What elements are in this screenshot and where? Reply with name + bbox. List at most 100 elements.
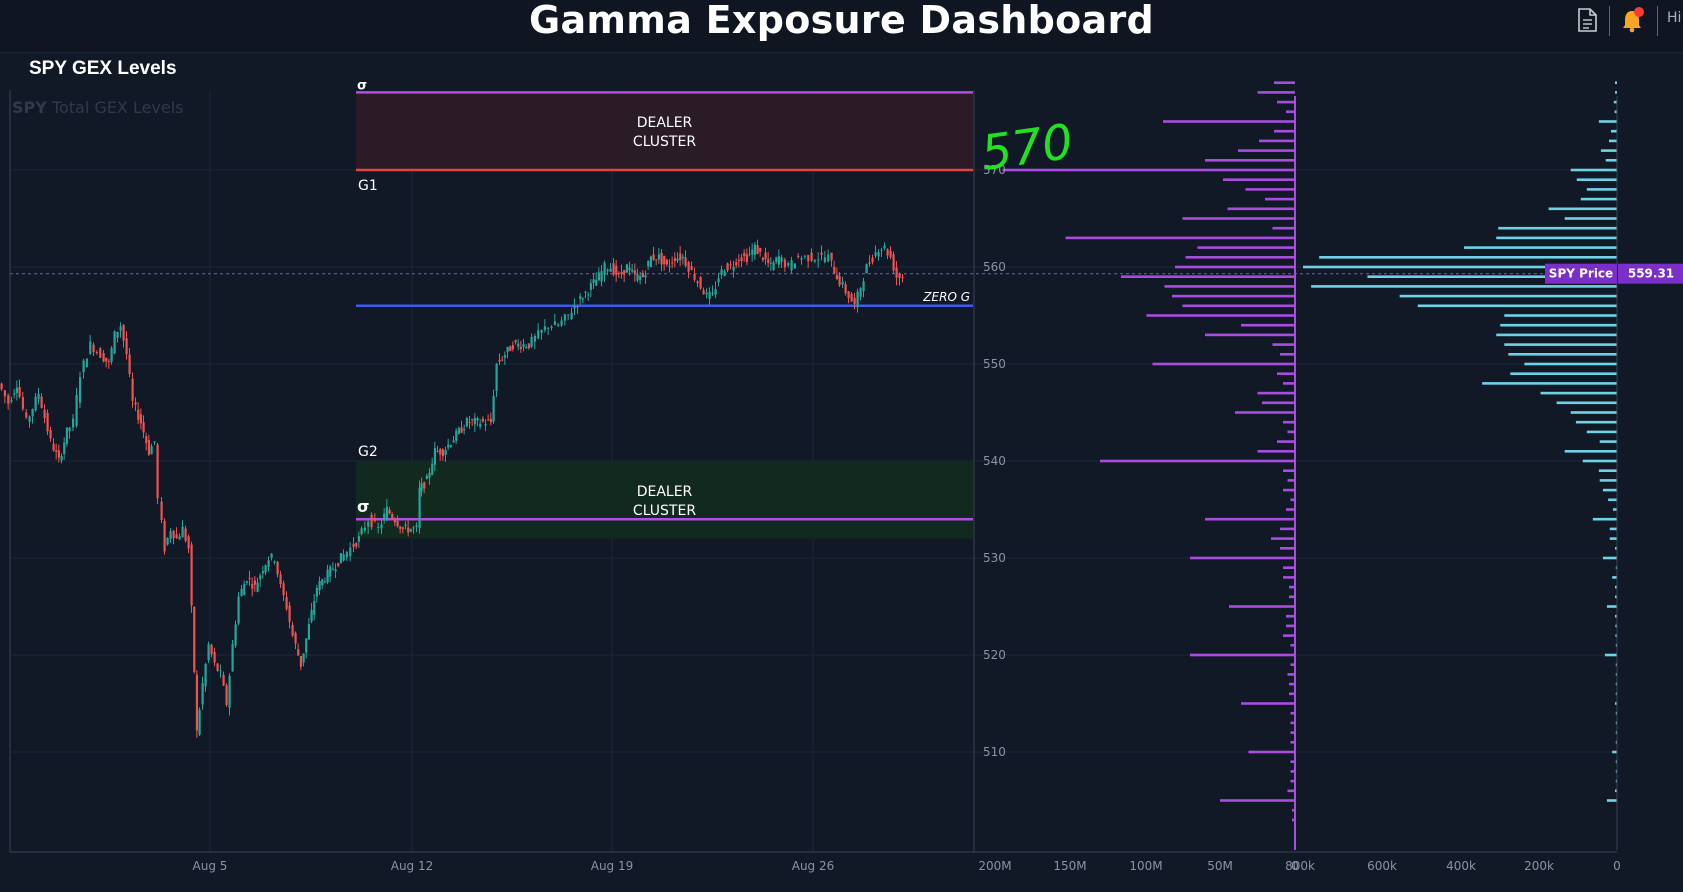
candle (329, 566, 332, 577)
zero-g-label: ZERO G (922, 290, 970, 304)
zone-label: DEALER (637, 115, 693, 131)
gex-bar (1283, 488, 1295, 492)
gex-bar (1290, 770, 1295, 773)
candle (46, 412, 49, 432)
candle (489, 418, 493, 423)
candle (184, 528, 187, 541)
candle (436, 450, 439, 452)
gex-bar (1615, 673, 1617, 676)
candle (468, 422, 471, 424)
candle (886, 249, 889, 256)
candle (95, 352, 99, 354)
candle (665, 259, 669, 265)
candle (425, 475, 429, 480)
candle (28, 416, 31, 422)
candle (125, 338, 128, 355)
candle (684, 257, 687, 266)
gex-right-tick: 400k (1446, 859, 1476, 873)
candle (636, 274, 639, 281)
candle (797, 255, 800, 258)
gex-bar (1598, 469, 1617, 472)
sigma-label: σ (357, 497, 369, 516)
gex-bar (1272, 343, 1295, 346)
candle (433, 447, 437, 465)
candle (99, 348, 102, 358)
candle (871, 257, 874, 263)
gex-bar (1510, 372, 1617, 375)
candle (592, 279, 595, 284)
candle (702, 290, 705, 295)
candle (270, 553, 273, 558)
candle (305, 638, 308, 653)
candle (147, 440, 151, 455)
app-title: Gamma Exposure Dashboard (528, 0, 1155, 42)
candle (687, 262, 690, 272)
candle (717, 278, 720, 283)
candle (34, 396, 37, 411)
candle (264, 565, 267, 573)
candle (517, 343, 520, 347)
gex-bar (1417, 304, 1617, 308)
gex-bar (1608, 498, 1617, 502)
gex-bar (1612, 576, 1617, 579)
user-greeting[interactable]: Hi (1667, 10, 1682, 26)
document-icon[interactable] (1572, 4, 1602, 36)
gex-bar (1283, 566, 1295, 569)
candle (657, 254, 661, 260)
candle (139, 414, 143, 424)
candle (600, 271, 603, 282)
candle (699, 276, 702, 289)
app-header: Gamma Exposure Dashboard Hi (0, 0, 1683, 53)
candle (10, 400, 13, 402)
candle (256, 582, 259, 592)
candle (169, 531, 172, 539)
candle (449, 445, 453, 447)
gex-bar (1190, 556, 1295, 560)
candle (160, 501, 163, 521)
gex-bar (1615, 711, 1617, 715)
zones (356, 92, 973, 539)
gex-bar (1615, 663, 1617, 666)
candle (883, 245, 886, 249)
gex-bar (1586, 188, 1617, 191)
candle (172, 530, 175, 539)
candle (800, 258, 803, 260)
candle (439, 449, 442, 455)
candle (447, 444, 450, 448)
candle (844, 284, 847, 294)
candle (431, 463, 434, 475)
candle (690, 266, 693, 270)
candle (673, 258, 677, 262)
candle (297, 649, 300, 656)
candle (817, 259, 820, 261)
x-tick-label: Aug 26 (792, 859, 835, 873)
candle (856, 291, 859, 308)
candle (609, 268, 612, 272)
gex-bar (1289, 682, 1295, 686)
candle (420, 483, 423, 492)
candle (373, 519, 377, 521)
candle (581, 298, 585, 300)
candle (527, 343, 531, 349)
gex-bar (1570, 411, 1617, 414)
candle (198, 709, 201, 735)
candle (259, 575, 262, 580)
candle (506, 346, 509, 353)
candle (412, 527, 415, 529)
gex-bar (1496, 333, 1617, 337)
gex-bar (1223, 178, 1295, 181)
gex-bar (1311, 285, 1617, 288)
gex-bar (1152, 362, 1295, 366)
candle (898, 273, 901, 279)
y-tick-label: 560 (983, 260, 1006, 274)
bell-icon[interactable] (1617, 4, 1647, 36)
candle (679, 253, 682, 261)
candle (567, 314, 570, 316)
gex-bar (1257, 450, 1295, 453)
candle (313, 601, 316, 615)
zone-label: DEALER (637, 484, 693, 500)
candle (471, 419, 474, 421)
candle (877, 251, 880, 257)
candle (166, 537, 169, 545)
